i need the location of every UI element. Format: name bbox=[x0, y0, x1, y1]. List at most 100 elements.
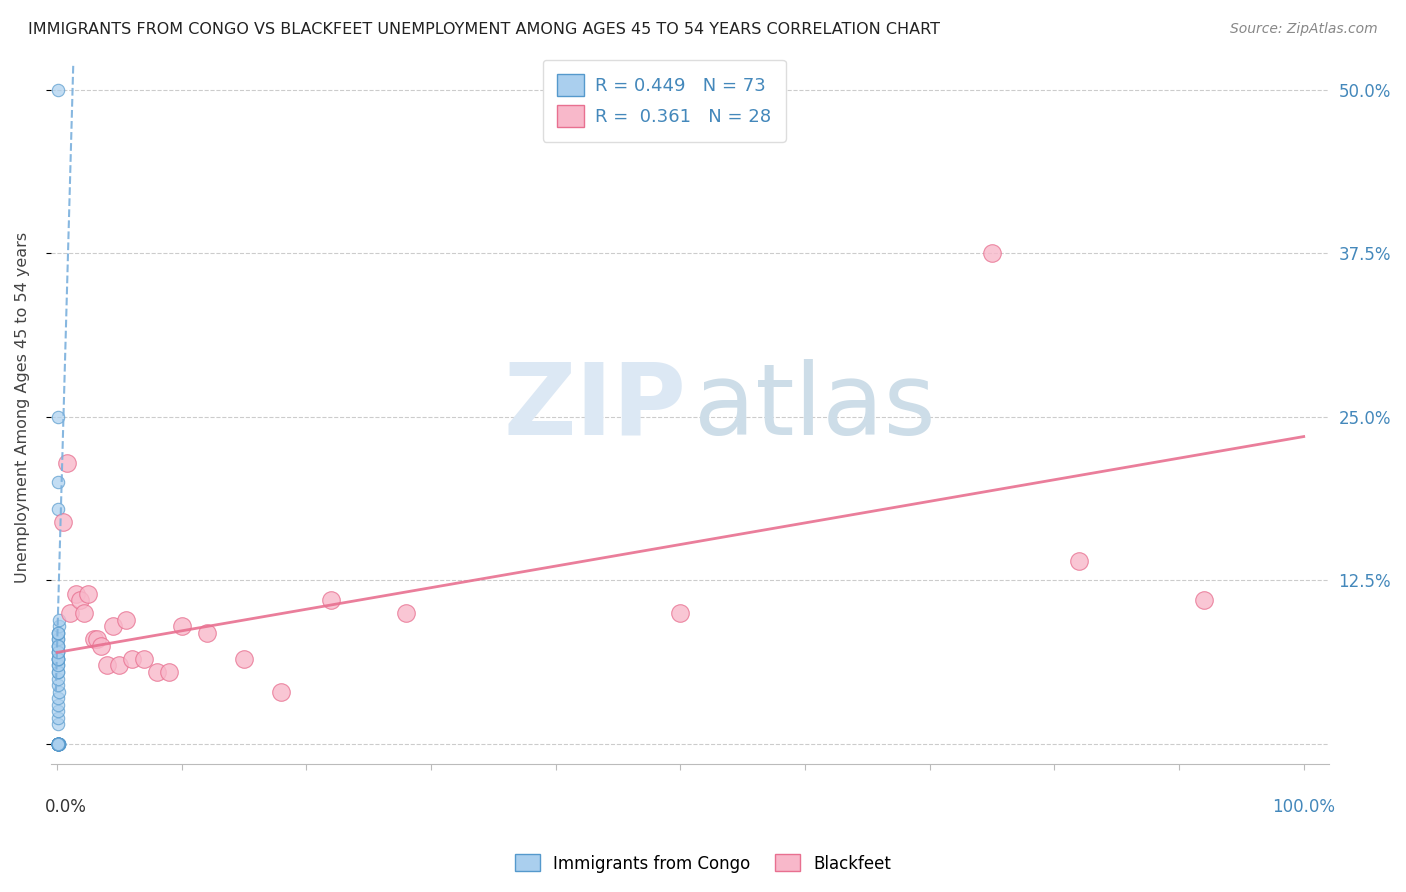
Y-axis label: Unemployment Among Ages 45 to 54 years: Unemployment Among Ages 45 to 54 years bbox=[15, 232, 30, 582]
Point bbox=[46, 737, 69, 751]
Text: ZIP: ZIP bbox=[503, 359, 686, 456]
Point bbox=[46, 737, 69, 751]
Point bbox=[46, 737, 69, 751]
Point bbox=[1069, 554, 1091, 568]
Point bbox=[669, 606, 692, 620]
Point bbox=[48, 737, 70, 751]
Point bbox=[46, 639, 69, 653]
Point bbox=[46, 704, 69, 718]
Point bbox=[46, 737, 69, 751]
Point bbox=[46, 737, 69, 751]
Point bbox=[46, 737, 69, 751]
Point bbox=[48, 652, 70, 666]
Point bbox=[46, 645, 69, 659]
Point bbox=[170, 619, 193, 633]
Point bbox=[108, 658, 131, 673]
Point bbox=[48, 613, 70, 627]
Point bbox=[46, 658, 69, 673]
Point bbox=[46, 737, 69, 751]
Point bbox=[46, 737, 69, 751]
Point bbox=[46, 737, 69, 751]
Point bbox=[48, 619, 70, 633]
Point bbox=[96, 658, 118, 673]
Point bbox=[46, 625, 69, 640]
Point bbox=[46, 665, 69, 679]
Point bbox=[146, 665, 169, 679]
Point bbox=[73, 606, 96, 620]
Point bbox=[395, 606, 418, 620]
Point bbox=[46, 678, 69, 692]
Legend: R = 0.449   N = 73, R =  0.361   N = 28: R = 0.449 N = 73, R = 0.361 N = 28 bbox=[543, 60, 786, 142]
Point bbox=[46, 632, 69, 647]
Point bbox=[46, 737, 69, 751]
Point bbox=[48, 501, 70, 516]
Point bbox=[46, 737, 69, 751]
Point bbox=[46, 737, 69, 751]
Point bbox=[46, 737, 69, 751]
Point bbox=[48, 737, 70, 751]
Point bbox=[46, 698, 69, 712]
Point bbox=[46, 737, 69, 751]
Point bbox=[46, 737, 69, 751]
Point bbox=[56, 456, 79, 470]
Point bbox=[46, 711, 69, 725]
Text: Source: ZipAtlas.com: Source: ZipAtlas.com bbox=[1230, 22, 1378, 37]
Point bbox=[46, 83, 69, 97]
Point bbox=[321, 593, 343, 607]
Point bbox=[46, 737, 69, 751]
Point bbox=[46, 737, 69, 751]
Point bbox=[46, 672, 69, 686]
Text: IMMIGRANTS FROM CONGO VS BLACKFEET UNEMPLOYMENT AMONG AGES 45 TO 54 YEARS CORREL: IMMIGRANTS FROM CONGO VS BLACKFEET UNEMP… bbox=[28, 22, 941, 37]
Point bbox=[46, 652, 69, 666]
Point bbox=[46, 737, 69, 751]
Point bbox=[46, 737, 69, 751]
Point bbox=[48, 737, 70, 751]
Point bbox=[46, 737, 69, 751]
Point bbox=[46, 409, 69, 424]
Point bbox=[83, 632, 105, 647]
Point bbox=[46, 632, 69, 647]
Point bbox=[48, 737, 70, 751]
Point bbox=[52, 515, 75, 529]
Point bbox=[46, 737, 69, 751]
Point bbox=[46, 737, 69, 751]
Point bbox=[46, 652, 69, 666]
Point bbox=[46, 658, 69, 673]
Point bbox=[233, 652, 256, 666]
Point bbox=[114, 613, 136, 627]
Point bbox=[270, 684, 292, 698]
Point bbox=[65, 586, 87, 600]
Point bbox=[46, 665, 69, 679]
Point bbox=[46, 737, 69, 751]
Point bbox=[46, 645, 69, 659]
Point bbox=[48, 737, 70, 751]
Point bbox=[58, 606, 80, 620]
Point bbox=[90, 639, 112, 653]
Point bbox=[77, 586, 100, 600]
Point bbox=[101, 619, 124, 633]
Point bbox=[46, 737, 69, 751]
Point bbox=[46, 737, 69, 751]
Point bbox=[46, 625, 69, 640]
Point bbox=[46, 475, 69, 490]
Point bbox=[46, 639, 69, 653]
Point bbox=[46, 737, 69, 751]
Point bbox=[46, 691, 69, 706]
Point bbox=[46, 737, 69, 751]
Point bbox=[46, 737, 69, 751]
Point bbox=[195, 625, 218, 640]
Point bbox=[981, 246, 1004, 260]
Point bbox=[48, 737, 70, 751]
Point bbox=[46, 717, 69, 731]
Point bbox=[121, 652, 143, 666]
Point bbox=[48, 737, 70, 751]
Point bbox=[46, 645, 69, 659]
Point bbox=[48, 652, 70, 666]
Point bbox=[46, 737, 69, 751]
Point bbox=[46, 737, 69, 751]
Text: 100.0%: 100.0% bbox=[1272, 797, 1336, 816]
Point bbox=[157, 665, 180, 679]
Point bbox=[134, 652, 156, 666]
Point bbox=[46, 625, 69, 640]
Point bbox=[48, 737, 70, 751]
